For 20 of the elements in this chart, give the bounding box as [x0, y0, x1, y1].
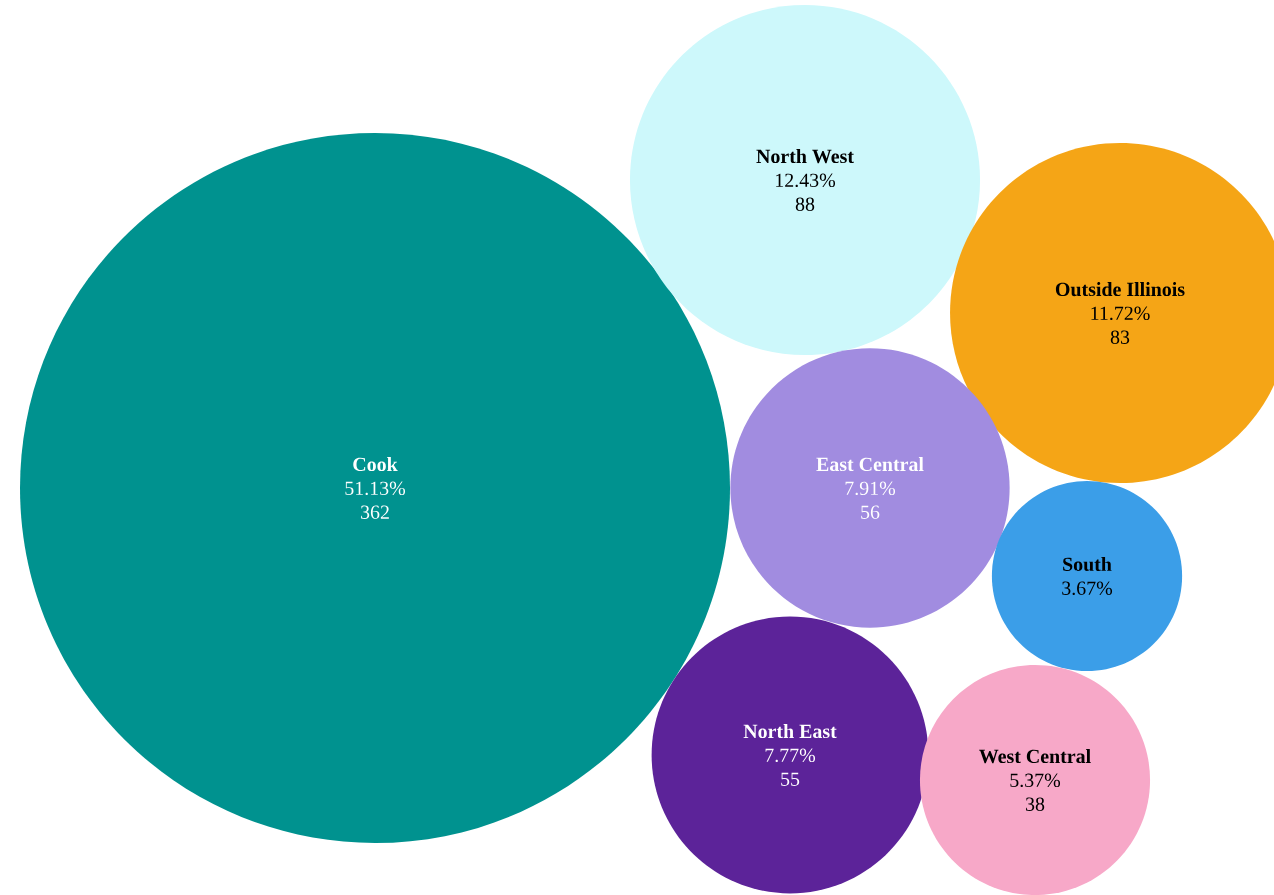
- data-label: 7.91%: [845, 481, 896, 496]
- category-label: Cook: [353, 457, 398, 472]
- data-label: 83: [1110, 330, 1130, 344]
- category-label: North East: [743, 724, 837, 739]
- data-label: 12.43%: [776, 173, 836, 188]
- data-label: 11.72%: [1091, 306, 1150, 321]
- category-label: Outside Illinois: [1055, 282, 1185, 297]
- category-label: West Central: [979, 749, 1091, 764]
- data-label: 38: [1025, 797, 1045, 811]
- data-label: 3.67%: [1062, 581, 1113, 596]
- data-label: 56: [861, 505, 880, 519]
- data-label: 362: [361, 505, 389, 519]
- data-label: 7.77%: [765, 748, 816, 763]
- category-label: South: [1063, 556, 1112, 572]
- category-label: North West: [756, 149, 854, 164]
- data-label: 55: [781, 772, 800, 786]
- data-label: 5.37%: [1010, 773, 1061, 788]
- data-label: 88: [795, 197, 815, 211]
- data-label: 51.13%: [345, 481, 406, 496]
- category-label: East Central: [816, 457, 924, 472]
